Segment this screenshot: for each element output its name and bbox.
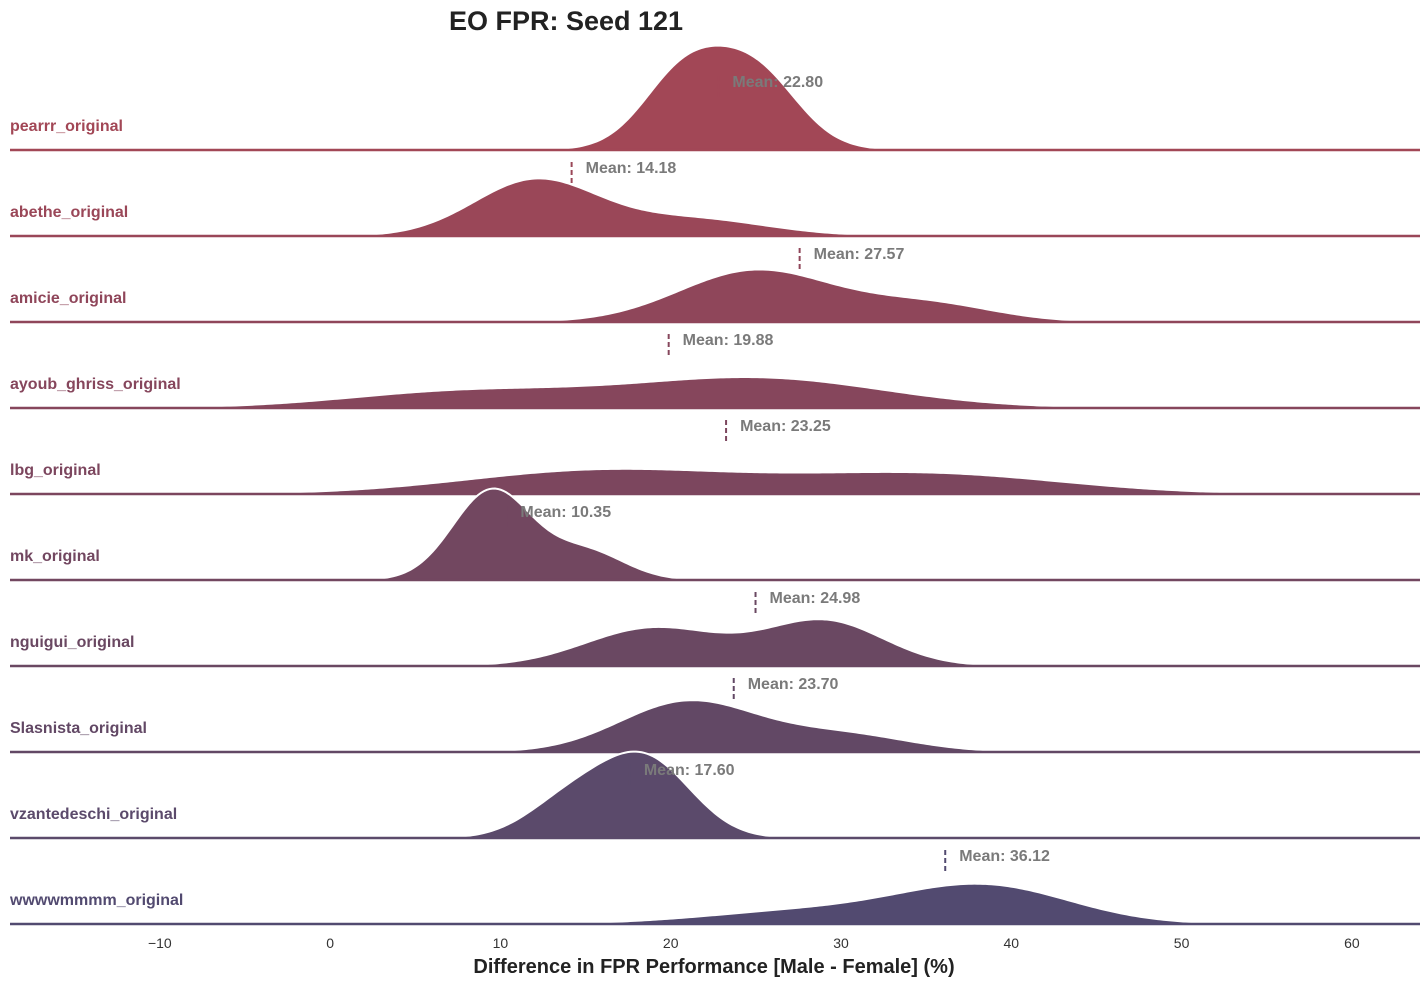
- ridge-row: Mean: 14.18 abethe_original: [10, 160, 1420, 238]
- x-tick-label: 60: [1344, 935, 1360, 951]
- mean-label: Mean: 24.98: [770, 590, 861, 607]
- series-label: mk_original: [10, 548, 100, 565]
- chart-title: EO FPR: Seed 121: [449, 6, 683, 36]
- mean-label: Mean: 23.25: [740, 418, 831, 435]
- ridge-row: Mean: 24.98 nguigui_original: [10, 590, 1420, 668]
- mean-label: Mean: 36.12: [959, 848, 1050, 865]
- x-tick-label: 30: [833, 935, 849, 951]
- density-area: [10, 700, 1420, 752]
- mean-label: Mean: 19.88: [683, 332, 774, 349]
- ridge-row: Mean: 36.12 wwwwmmmm_original: [9, 848, 1420, 926]
- ridge-row: Mean: 17.60 vzantedeschi_original: [10, 750, 1420, 840]
- series-label: vzantedeschi_original: [10, 806, 177, 823]
- ridge-row: Mean: 27.57 amicie_original: [10, 246, 1420, 324]
- series-label: ayoub_ghriss_original: [10, 376, 181, 393]
- density-area: [10, 751, 1420, 838]
- series-label: abethe_original: [10, 204, 128, 221]
- x-tick-label: 50: [1174, 935, 1190, 951]
- mean-label: Mean: 17.60: [644, 762, 735, 779]
- density-area: [10, 377, 1420, 408]
- x-tick-label: 10: [493, 935, 509, 951]
- series-label: pearrr_original: [10, 118, 123, 135]
- x-tick-label: −10: [148, 935, 172, 951]
- density-area: [10, 468, 1420, 494]
- ridge-row: Mean: 19.88 ayoub_ghriss_original: [10, 332, 1420, 410]
- series-label: Slasnista_original: [10, 720, 147, 737]
- density-area: [10, 619, 1420, 666]
- mean-label: Mean: 22.80: [732, 74, 823, 91]
- x-tick-label: 20: [663, 935, 679, 951]
- ridge-row: Mean: 10.35 mk_original: [10, 487, 1420, 582]
- mean-label: Mean: 23.70: [748, 676, 839, 693]
- density-area: [10, 45, 1420, 150]
- density-area: [10, 178, 1420, 236]
- x-tick-label: 40: [1004, 935, 1020, 951]
- ridge-row: Mean: 23.25 lbg_original: [10, 418, 1420, 496]
- series-label: nguigui_original: [10, 634, 134, 651]
- mean-label: Mean: 10.35: [520, 504, 611, 521]
- series-label: lbg_original: [10, 462, 101, 479]
- density-area: [10, 488, 1420, 580]
- x-axis: −10 0 10 20 30 40 50 60: [148, 935, 1360, 951]
- density-outline: [10, 487, 1420, 581]
- series-label: wwwwmmmm_original: [9, 892, 183, 909]
- mean-label: Mean: 27.57: [814, 246, 905, 263]
- mean-label: Mean: 14.18: [586, 160, 677, 177]
- density-area: [10, 883, 1420, 924]
- ridge-row: Mean: 23.70 Slasnista_original: [10, 676, 1420, 754]
- ridge-rows: Mean: 22.80 pearrr_original Mean: 14.18 abe…: [9, 44, 1420, 926]
- x-axis-label: Difference in FPR Performance [Male - Fe…: [473, 956, 954, 978]
- density-area: [10, 269, 1420, 322]
- x-tick-label: 0: [326, 935, 334, 951]
- series-label: amicie_original: [10, 290, 127, 307]
- ridge-row: Mean: 22.80 pearrr_original: [10, 44, 1420, 152]
